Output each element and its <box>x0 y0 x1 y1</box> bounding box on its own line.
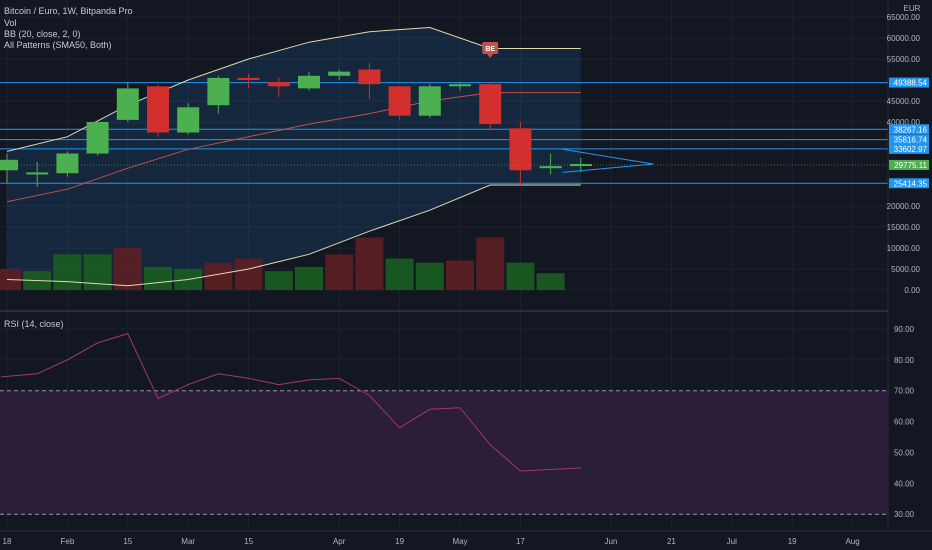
price-tick-label: 55000.00 <box>887 55 921 64</box>
price-tick-label: 45000.00 <box>887 97 921 106</box>
volume-bar <box>295 266 323 290</box>
time-tick-label: Aug <box>845 537 859 546</box>
level-badge <box>889 77 929 88</box>
level-badge-label: 33602.97 <box>894 145 928 154</box>
level-badge <box>889 134 929 145</box>
time-tick-label: Feb <box>61 537 75 546</box>
candle-body <box>328 71 351 76</box>
candle-body <box>418 86 441 116</box>
pattern-marker <box>482 42 499 54</box>
pattern-marker-tip <box>487 54 494 58</box>
level-badge <box>889 143 929 154</box>
candle-body <box>267 82 290 87</box>
time-axis-bg <box>0 531 932 550</box>
time-tick-label: Jun <box>605 537 618 546</box>
candle-body <box>237 77 260 80</box>
candle-body <box>177 107 200 133</box>
time-tick-label: 21 <box>667 537 676 546</box>
time-tick-label: 19 <box>788 537 797 546</box>
bb-legend[interactable]: BB (20, close, 2, 0) <box>4 29 81 39</box>
price-tick-label: 5000.00 <box>891 265 920 274</box>
volume-bar <box>385 258 414 290</box>
candle-body <box>147 86 169 133</box>
volume-bar <box>144 266 172 290</box>
volume-bar <box>536 273 565 290</box>
volume-bar <box>415 262 444 290</box>
candle-body <box>539 166 562 169</box>
volume-bar <box>325 254 354 290</box>
rsi-tick-label: 70.00 <box>894 387 915 396</box>
time-tick-label: Apr <box>333 537 346 546</box>
price-tick-label: 60000.00 <box>887 34 921 43</box>
level-badge-label: 38267.16 <box>894 125 928 134</box>
bb-lower-line <box>6 184 581 287</box>
time-tick-label: 15 <box>123 537 132 546</box>
time-tick-label: 19 <box>395 537 404 546</box>
last-price-badge <box>889 159 929 170</box>
volume-bar <box>506 262 535 290</box>
bb-upper-line <box>6 26 581 152</box>
rsi-tick-label: 60.00 <box>894 418 915 427</box>
price-tick-label: 0.00 <box>904 286 920 295</box>
rsi-tick-label: 90.00 <box>894 325 915 334</box>
price-tick-label: 15000.00 <box>887 223 921 232</box>
price-tick-label: 20000.00 <box>887 202 921 211</box>
volume-legend[interactable]: Vol <box>4 18 17 28</box>
candle-body <box>86 122 109 154</box>
currency-label: EUR <box>904 4 921 13</box>
volume-bar <box>476 237 505 290</box>
rsi-tick-label: 50.00 <box>894 448 915 457</box>
rsi-tick-label: 30.00 <box>894 510 915 519</box>
time-tick-label: 17 <box>516 537 525 546</box>
candle-body <box>449 84 471 87</box>
time-tick-label: May <box>452 537 467 546</box>
candle-body <box>26 172 49 175</box>
volume-bar <box>113 248 142 290</box>
volume-bar <box>264 271 293 290</box>
rsi-band-fill <box>0 390 888 515</box>
rsi-pane[interactable] <box>0 333 888 515</box>
level-badge-label: 49388.54 <box>894 79 928 88</box>
price-tick-label: 65000.00 <box>887 13 921 22</box>
bb-basis-line <box>6 92 581 203</box>
candle-body <box>479 84 502 125</box>
level-badge-label: 25414.35 <box>894 179 928 188</box>
price-axis-bg <box>888 0 932 550</box>
rsi-legend[interactable]: RSI (14, close) <box>4 319 64 329</box>
candle-body <box>358 69 381 85</box>
price-tick-label: 40000.00 <box>887 118 921 127</box>
last-price-label: 29775.11 <box>894 161 927 170</box>
price-pane[interactable]: BE <box>0 26 888 291</box>
candle-body <box>207 77 230 106</box>
time-tick-label: 15 <box>244 537 253 546</box>
patterns-legend[interactable]: All Patterns (SMA50, Both) <box>4 40 112 50</box>
candle-body <box>509 128 532 171</box>
volume-bar <box>234 258 263 290</box>
level-badge <box>889 124 929 135</box>
candle-body <box>56 153 79 174</box>
candle-body <box>116 88 139 120</box>
volume-bar <box>53 254 82 290</box>
rsi-tick-label: 80.00 <box>894 356 915 365</box>
candle-body <box>298 75 320 89</box>
symbol-title[interactable]: Bitcoin / Euro, 1W, Bitpanda Pro <box>4 6 133 16</box>
level-badge <box>889 178 929 189</box>
candle-body <box>388 86 411 116</box>
volume-bar <box>446 260 474 290</box>
triangle-pattern <box>562 148 654 173</box>
rsi-tick-label: 40.00 <box>894 479 915 488</box>
pattern-marker-label: BE <box>485 46 495 53</box>
rsi-line <box>0 333 581 472</box>
level-badge-label: 35816.74 <box>894 136 928 145</box>
time-tick-label: Mar <box>181 537 195 546</box>
time-tick-label: Jul <box>727 537 737 546</box>
candle-body <box>569 164 592 167</box>
volume-bar <box>355 237 384 290</box>
price-tick-label: 10000.00 <box>887 244 921 253</box>
time-tick-label: 18 <box>3 537 12 546</box>
